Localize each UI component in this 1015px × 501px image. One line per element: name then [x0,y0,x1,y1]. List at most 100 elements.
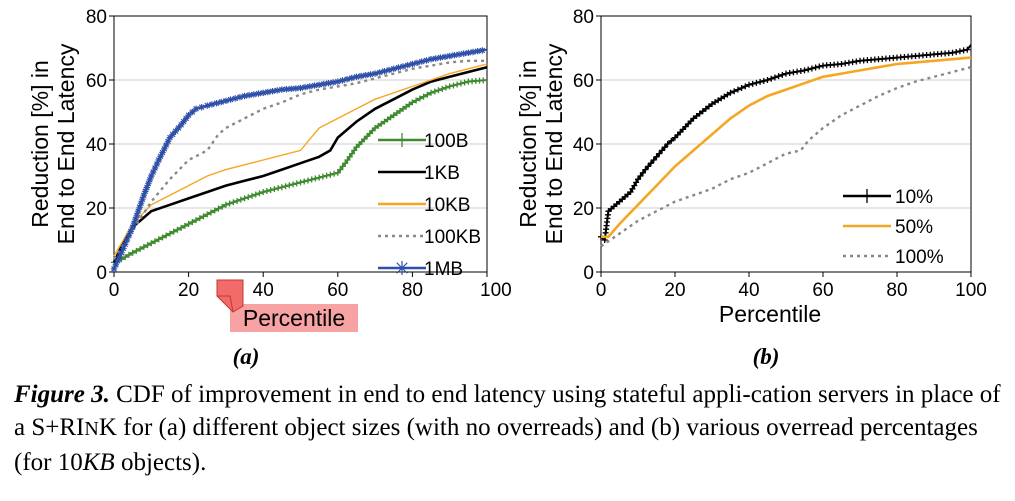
plus-marker [629,185,636,192]
asterisk-marker [264,88,272,96]
asterisk-marker [283,86,290,93]
y-tick-label: 20 [86,199,107,220]
caption-kb-unit: KB [82,449,115,476]
plus-marker [230,199,237,206]
asterisk-marker [311,82,318,89]
legend-label: 100% [895,247,944,268]
asterisk-marker [418,58,425,65]
plus-marker [395,133,409,147]
plus-marker [424,91,431,98]
plus-marker [764,77,771,83]
asterisk-marker [161,145,168,152]
asterisk-marker [137,200,145,207]
plus-marker [420,93,427,100]
plus-marker [387,114,394,121]
y-tick-label: 0 [583,263,594,284]
plus-marker [140,244,147,251]
plus-marker [166,230,173,237]
asterisk-marker [278,86,286,93]
asterisk-marker [135,208,142,215]
asterisk-marker [255,90,262,97]
legend-item: 1KB [378,163,460,184]
plus-marker [860,189,874,203]
series-path [601,56,972,239]
plus-marker [742,83,749,90]
asterisk-marker [460,50,467,57]
asterisk-marker [142,188,149,195]
asterisk-marker [367,71,374,78]
legend-item: 100KB [378,227,481,248]
plus-marker [400,105,407,112]
plus-marker [727,89,734,96]
plus-marker [428,89,435,96]
asterisk-marker [409,60,416,68]
plus-marker [263,188,270,195]
plus-marker [271,186,278,193]
plus-marker [664,141,671,147]
plus-marker [699,108,706,115]
plus-marker [204,211,211,218]
plus-marker [366,130,373,137]
legend-a: 100B 1KB 10KB 100KB 1MB [378,131,481,280]
asterisk-marker [163,141,170,149]
plus-marker [413,97,420,104]
asterisk-marker [241,92,248,100]
asterisk-marker [246,92,253,99]
asterisk-marker [320,80,328,88]
asterisk-marker [432,55,439,62]
plus-marker [709,101,715,107]
plus-marker [753,79,760,86]
asterisk-marker [292,85,300,92]
x-tick-label: 100 [955,280,987,301]
plus-marker [738,85,745,91]
legend-item: 50% [843,217,933,238]
series-10KB-line [113,63,488,257]
series-1MB-line [110,47,488,272]
plus-marker [801,67,808,74]
plus-marker [327,171,334,178]
asterisk-marker [120,245,127,252]
asterisk-marker [192,105,200,112]
asterisk-marker [155,156,162,164]
plus-marker [627,189,634,195]
x-axis-label-highlight [230,304,358,332]
asterisk-marker [182,115,190,122]
plus-marker [290,181,297,188]
asterisk-marker [198,104,205,111]
caption-text-before: CDF of improvement in end to end latency… [14,381,1001,441]
asterisk-marker [175,124,182,132]
plus-marker [155,236,162,243]
plus-marker [181,222,188,229]
plus-marker [304,177,311,184]
x-axis-label-a: Percentile [243,305,345,331]
plus-marker [364,133,371,140]
plus-marker [178,224,185,231]
y-tick-labels-b: 0 20 40 60 80 [573,7,601,284]
series-1KB-line [112,65,488,263]
plus-marker [144,242,151,249]
plus-marker [393,110,400,117]
caption-text-end: objects). [120,449,207,476]
plus-marker [805,66,812,73]
plus-marker [639,169,646,176]
asterisk-marker [159,149,166,156]
plus-marker [252,191,259,198]
asterisk-marker [455,51,463,58]
plus-marker [331,170,338,177]
legend-label: 50% [895,217,933,238]
plus-marker [222,201,229,208]
asterisk-marker [177,121,185,128]
asterisk-marker [287,85,295,92]
asterisk-marker [353,73,360,80]
asterisk-marker [189,108,196,116]
caption-system-name: S+RINK [31,414,117,441]
y-axis-label-line1: Reduction [%] in [27,60,53,227]
y-axis-label-line1: Reduction [%] in [515,60,541,227]
plus-marker [450,82,457,89]
asterisk-marker [112,261,120,268]
plus-marker [718,95,725,102]
plus-marker [816,63,823,70]
plus-marker [715,97,722,104]
asterisk-marker [118,249,125,256]
